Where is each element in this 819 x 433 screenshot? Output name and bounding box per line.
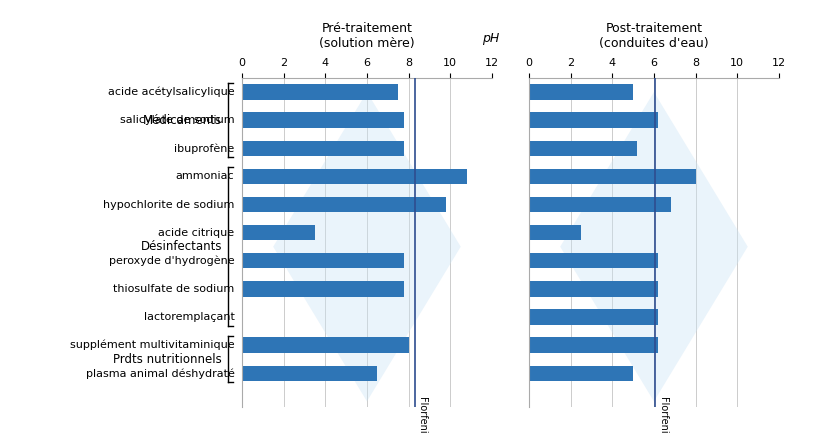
Bar xyxy=(242,337,408,353)
Bar xyxy=(242,281,404,297)
Text: ammoniac: ammoniac xyxy=(175,171,234,181)
Text: plasma animal déshydraté: plasma animal déshydraté xyxy=(85,368,234,378)
Text: Prdts nutritionnels: Prdts nutritionnels xyxy=(113,353,222,366)
Bar xyxy=(528,309,658,325)
Text: acide acétylsalicylique: acide acétylsalicylique xyxy=(107,87,234,97)
Bar xyxy=(528,253,658,268)
Text: lactoremplaçant: lactoremplaçant xyxy=(143,312,234,322)
Bar xyxy=(242,197,446,212)
Text: pH: pH xyxy=(481,32,499,45)
Text: ibuprofène: ibuprofène xyxy=(174,143,234,154)
Bar xyxy=(242,84,398,100)
Bar xyxy=(528,225,581,240)
Bar xyxy=(242,253,404,268)
Polygon shape xyxy=(273,92,460,401)
Bar xyxy=(242,141,404,156)
Bar xyxy=(528,281,658,297)
Bar xyxy=(528,84,632,100)
Text: Florfenicol pH 6,07: Florfenicol pH 6,07 xyxy=(658,396,667,433)
Bar xyxy=(528,337,658,353)
Text: supplément multivitaminique: supplément multivitaminique xyxy=(70,340,234,350)
Bar xyxy=(242,113,404,128)
Title: Post-traitement
(conduites d'eau): Post-traitement (conduites d'eau) xyxy=(599,23,708,50)
Text: acide citrique: acide citrique xyxy=(158,228,234,238)
Bar xyxy=(528,168,695,184)
Bar xyxy=(528,365,632,381)
Text: Florfenicol pH 8,32: Florfenicol pH 8,32 xyxy=(418,396,428,433)
Text: peroxyde d'hydrogène: peroxyde d'hydrogène xyxy=(109,255,234,266)
Title: Pré-traitement
(solution mère): Pré-traitement (solution mère) xyxy=(319,23,414,50)
Polygon shape xyxy=(559,92,747,401)
Bar xyxy=(242,168,467,184)
Bar xyxy=(528,141,636,156)
Text: thiosulfate de sodium: thiosulfate de sodium xyxy=(113,284,234,294)
Text: Désinfectants: Désinfectants xyxy=(140,240,222,253)
Bar xyxy=(242,225,314,240)
Text: Médicaments: Médicaments xyxy=(143,113,222,126)
Text: hypochlorite de sodium: hypochlorite de sodium xyxy=(103,200,234,210)
Text: salicylate de sodium: salicylate de sodium xyxy=(120,115,234,125)
Bar xyxy=(528,113,658,128)
Bar xyxy=(242,365,377,381)
Bar xyxy=(528,197,670,212)
